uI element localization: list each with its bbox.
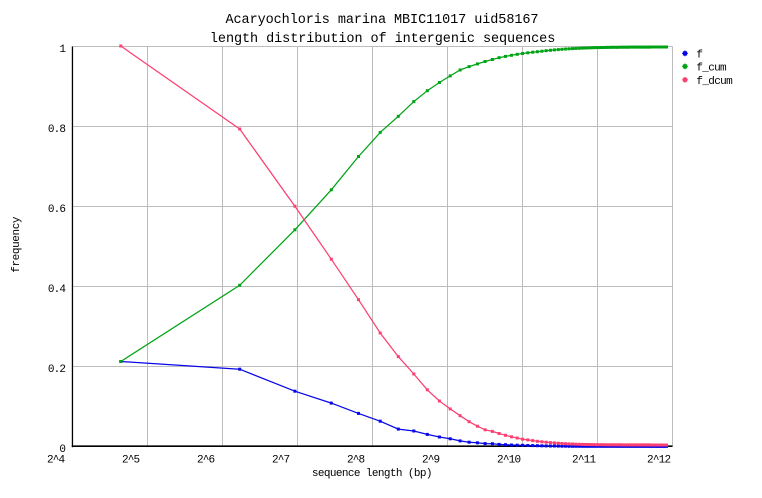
svg-text:2^10: 2^10 <box>497 455 521 467</box>
svg-text:2^12: 2^12 <box>647 455 671 467</box>
svg-text:frequency: frequency <box>11 216 23 273</box>
svg-text:2^8: 2^8 <box>347 455 365 467</box>
svg-text:2^6: 2^6 <box>197 455 215 467</box>
svg-text:0.6: 0.6 <box>48 204 66 216</box>
svg-text:0.2: 0.2 <box>48 364 66 376</box>
svg-text:2^5: 2^5 <box>122 455 140 467</box>
svg-text:0.8: 0.8 <box>48 124 66 136</box>
svg-text:0.4: 0.4 <box>48 284 66 296</box>
svg-text:f_cum: f_cum <box>696 62 727 74</box>
svg-text:0: 0 <box>59 444 66 456</box>
svg-text:length distribution of interge: length distribution of intergenic sequen… <box>210 32 555 47</box>
svg-text:2^9: 2^9 <box>422 455 440 467</box>
svg-text:f: f <box>696 49 703 61</box>
svg-text:f_dcum: f_dcum <box>696 76 733 88</box>
svg-text:1: 1 <box>59 44 66 56</box>
svg-text:2^11: 2^11 <box>572 455 597 467</box>
svg-text:2^7: 2^7 <box>272 455 290 467</box>
svg-text:2^4: 2^4 <box>47 455 65 467</box>
svg-text:Acaryochloris marina MBIC11017: Acaryochloris marina MBIC11017 uid58167 <box>226 13 539 28</box>
svg-text:sequence length (bp): sequence length (bp) <box>312 468 433 480</box>
